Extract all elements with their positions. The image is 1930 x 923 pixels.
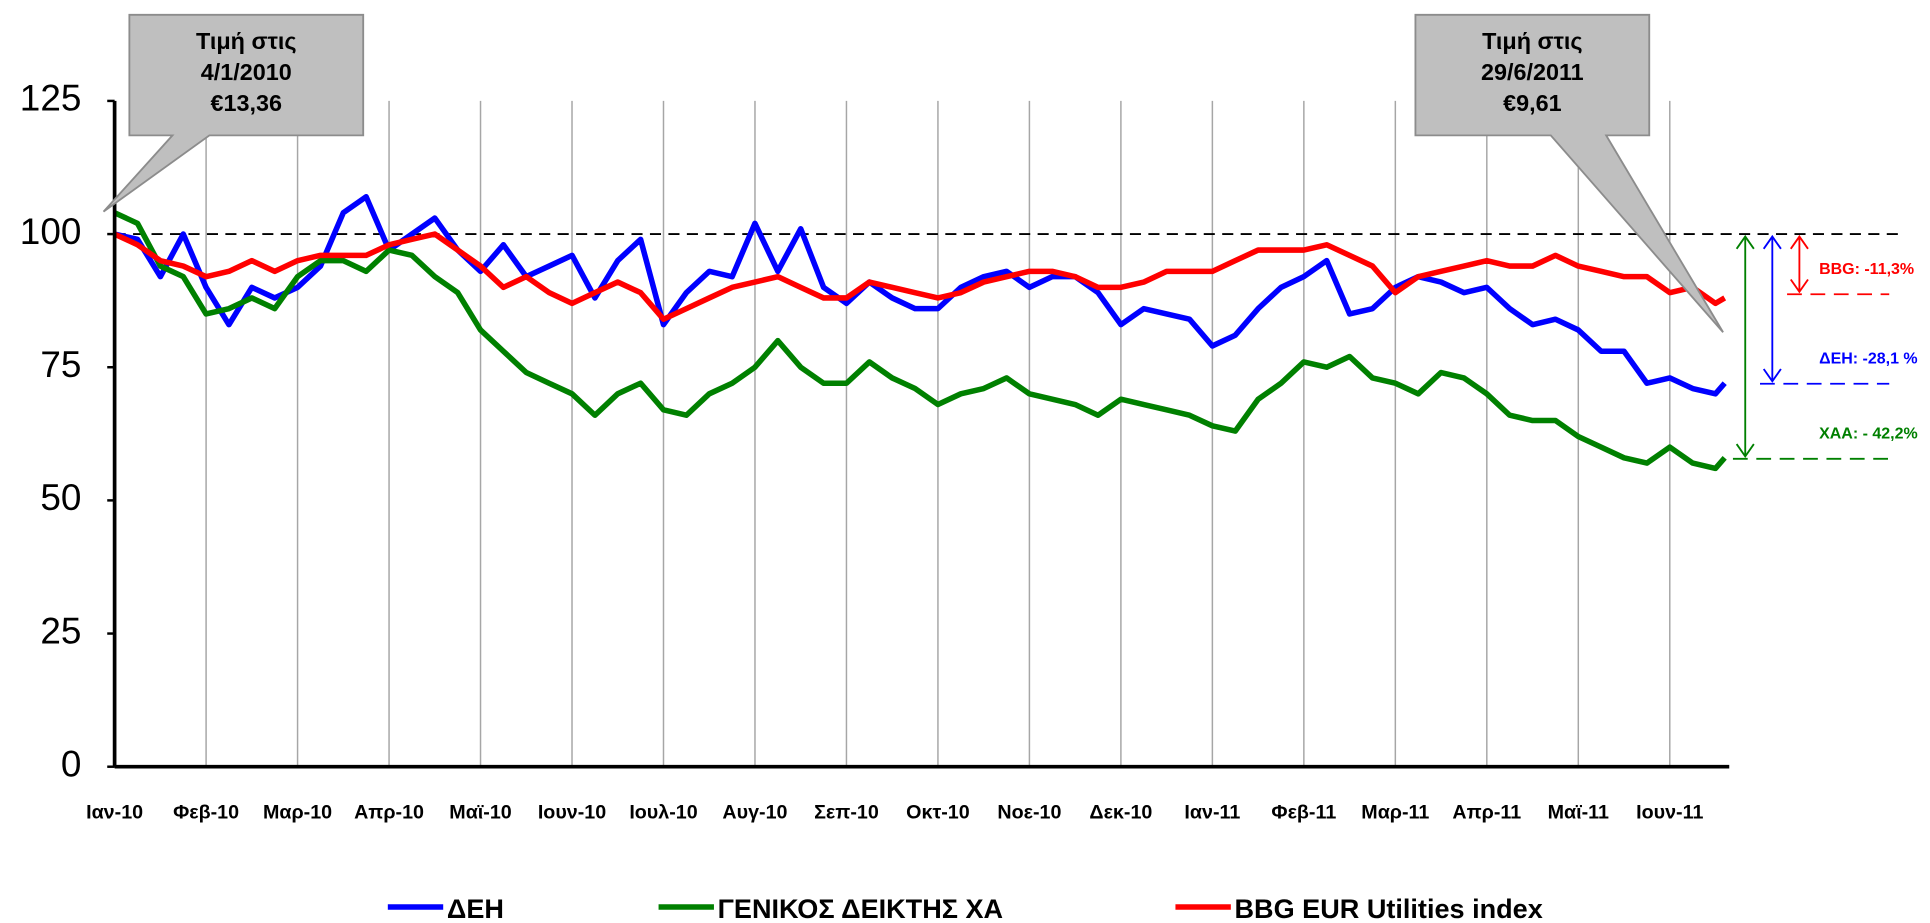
x-tick-label: Σεπ-10: [814, 802, 879, 824]
legend-label: BBG EUR Utilities index: [1235, 893, 1543, 923]
y-tick-label: 75: [40, 344, 81, 385]
callout-text: €9,61: [1503, 90, 1562, 116]
x-tick-label: Μαρ-11: [1361, 802, 1429, 824]
annotation-label: BBG: -11,3%: [1819, 261, 1914, 278]
y-tick-label: 25: [40, 610, 81, 651]
arrow-head: [1735, 234, 1755, 250]
x-tick-label: Οκτ-10: [906, 802, 970, 824]
x-tick-label: Μαϊ-10: [449, 802, 511, 824]
x-tick-label: Φεβ-11: [1271, 802, 1336, 824]
y-tick-label: 100: [20, 211, 82, 252]
legend-label: ΓΕΝΙΚΟΣ ΔΕΙΚΤΗΣ ΧΑ: [718, 893, 1003, 923]
x-tick-label: Φεβ-10: [173, 802, 239, 824]
callout-text: 4/1/2010: [201, 59, 292, 85]
x-tick-label: Αυγ-10: [722, 802, 787, 824]
arrow-head: [1762, 234, 1782, 250]
arrow-head: [1790, 278, 1809, 294]
x-tick-label: Μαρ-10: [263, 802, 332, 824]
x-tick-label: Ιουλ-10: [629, 802, 697, 824]
x-tick-label: Απρ-11: [1452, 802, 1521, 824]
callout-text: 29/6/2011: [1481, 59, 1584, 85]
x-tick-label: Απρ-10: [354, 802, 424, 824]
x-tick-label: Ιουν-10: [538, 802, 606, 824]
arrow-head: [1762, 368, 1782, 383]
x-tick-label: Νοε-10: [997, 802, 1061, 824]
series-line: [113, 194, 1727, 397]
arrow-head: [1735, 443, 1755, 458]
y-tick-label: 50: [40, 477, 81, 518]
series-line: [113, 210, 1727, 472]
series-line: [113, 231, 1727, 323]
annotation-label: ΔΕΗ: -28,1 %: [1819, 350, 1918, 367]
x-tick-label: Ιαν-11: [1184, 802, 1240, 824]
callout-text: Τιμή στις: [196, 28, 297, 54]
arrow-head: [1790, 234, 1809, 250]
x-tick-label: Ιαν-10: [86, 802, 143, 824]
y-tick-label: 0: [61, 743, 82, 784]
callout-box: [1414, 13, 1724, 333]
x-tick-label: Δεκ-10: [1089, 802, 1152, 824]
callout-text: Τιμή στις: [1482, 28, 1583, 54]
annotation-label: ΧΑΑ: - 42,2%: [1819, 425, 1918, 442]
callout-text: €13,36: [211, 90, 282, 116]
x-tick-label: Ιουν-11: [1636, 802, 1703, 824]
x-tick-label: Μαϊ-11: [1548, 802, 1609, 824]
legend-label: ΔΕΗ: [447, 893, 504, 923]
callout-box: [102, 13, 365, 213]
y-tick-label: 125: [20, 78, 82, 119]
